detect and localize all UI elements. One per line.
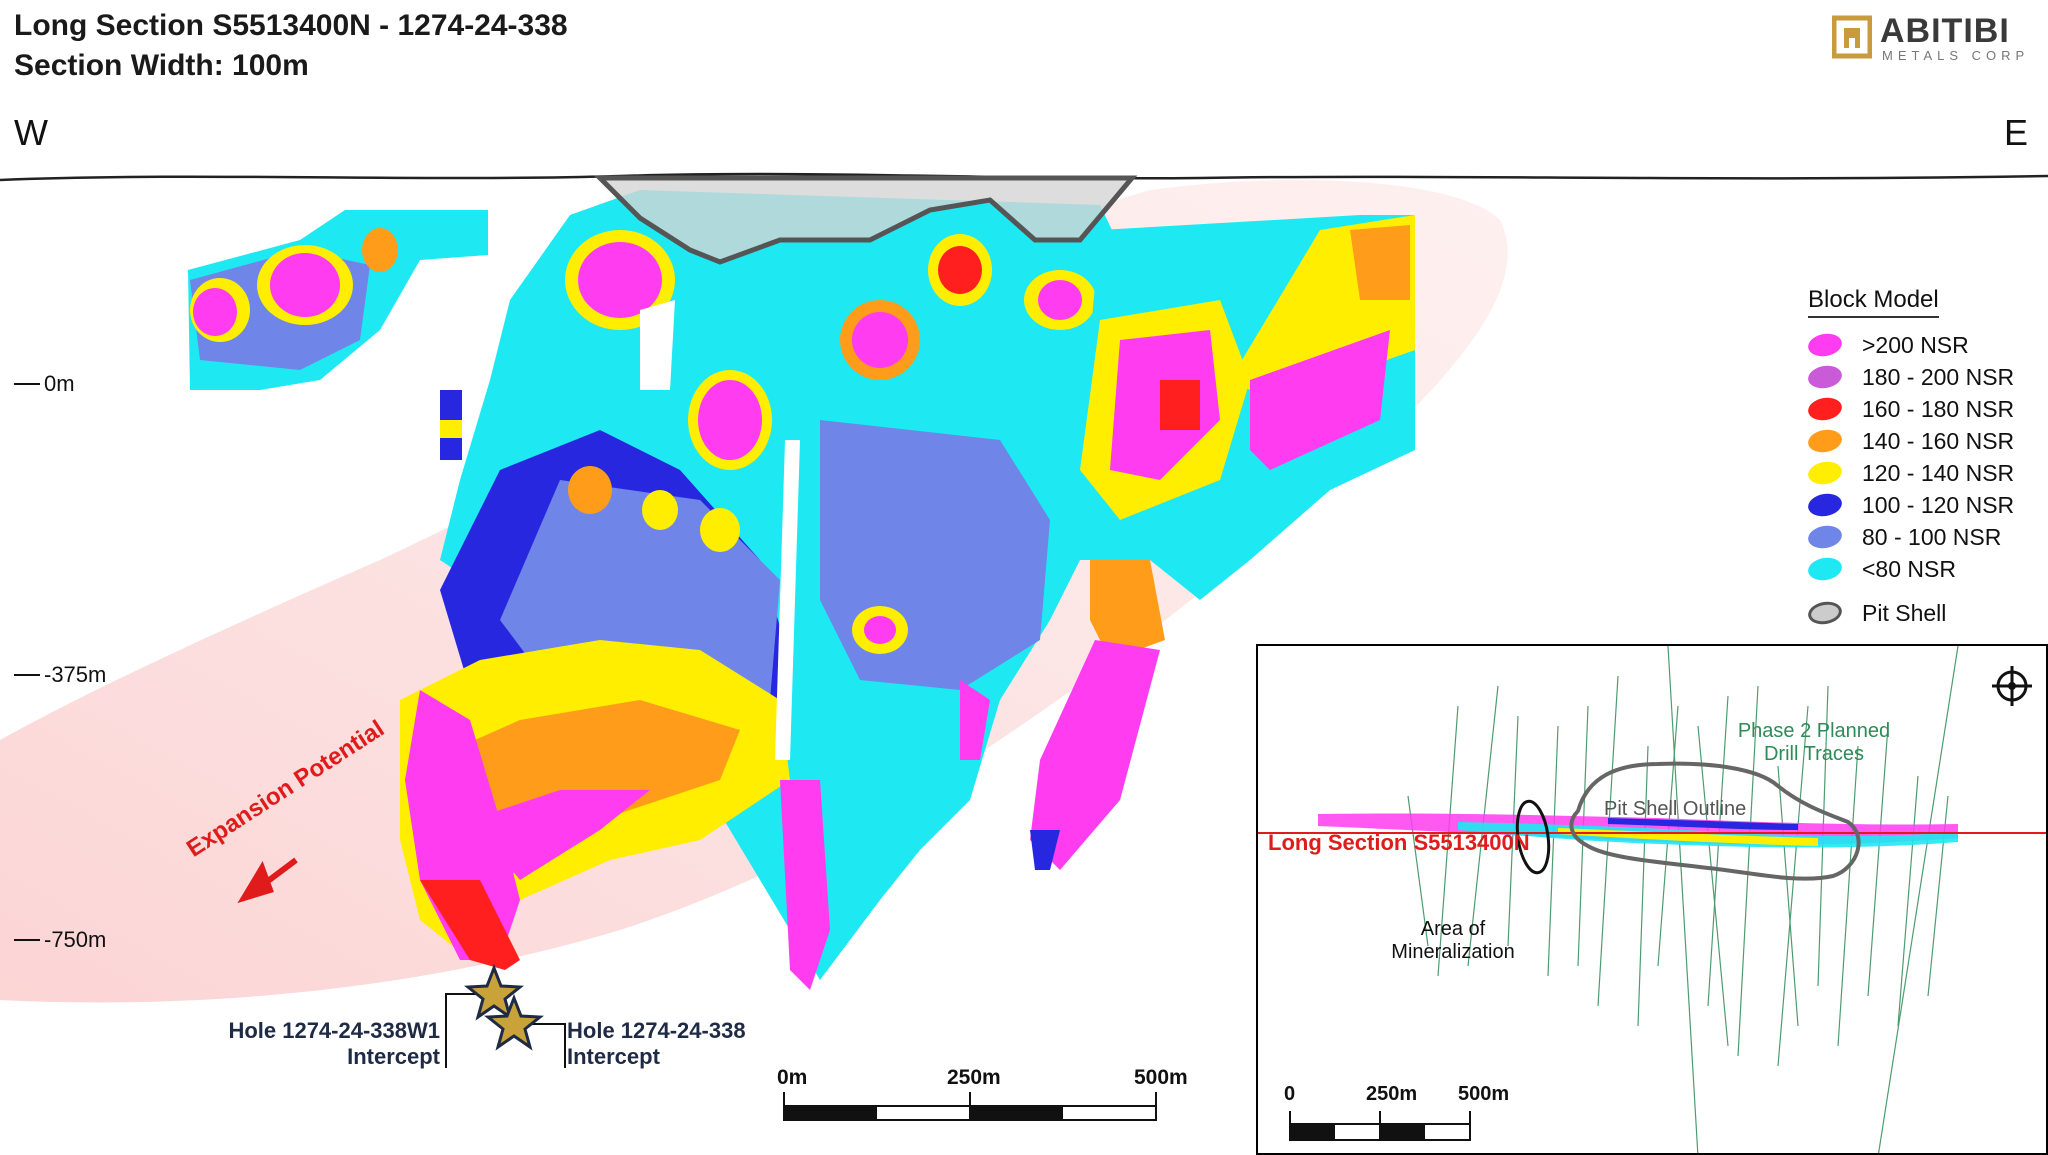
pit-shell	[593, 175, 1138, 265]
scale-bar-inset	[1289, 1111, 1471, 1141]
title-line-2: Section Width: 100m	[14, 49, 309, 82]
company-logo: ABITIBI METALS CORP	[1832, 12, 2042, 64]
title-line-1: Long Section S5513400N - 1274-24-338	[14, 9, 568, 42]
phase2-label: Phase 2 Planned Drill Traces	[1737, 720, 1891, 765]
block-model-east-body	[1030, 215, 1415, 870]
legend-swatch	[1806, 331, 1844, 359]
legend-item: 180 - 200 NSR	[1806, 362, 2014, 392]
legend-swatch	[1806, 459, 1844, 487]
west-label: W	[14, 112, 48, 153]
legend-swatch	[1806, 491, 1844, 519]
east-label: E	[2004, 112, 2029, 153]
legend-item: <80 NSR	[1806, 554, 1956, 584]
legend-item: Pit Shell	[1806, 598, 1946, 628]
area-of-mineralization-label: Area of Mineralization	[1391, 918, 1515, 963]
scale-label-500: 500m	[1134, 1066, 1188, 1089]
legend-swatch	[1806, 395, 1844, 423]
inset-scale-label-0: 0	[1284, 1083, 1296, 1105]
star-intercept-338-icon	[483, 993, 545, 1051]
legend-item: 100 - 120 NSR	[1806, 490, 2014, 520]
inset-section-label: Long Section S5513400N	[1268, 830, 1530, 855]
legend-item: 160 - 180 NSR	[1806, 394, 2014, 424]
scale-bar-main	[783, 1092, 1157, 1121]
legend-item: 120 - 140 NSR	[1806, 458, 2014, 488]
page-title: Long Section S5513400N - 1274-24-338 Sec…	[14, 6, 568, 86]
crosshair-compass-icon	[1992, 666, 2032, 706]
legend-swatch	[1806, 427, 1844, 455]
depth-label-375: -375m	[44, 662, 107, 687]
inset-plan-map: Phase 2 Planned Drill Traces Pit Shell O…	[1256, 644, 2048, 1155]
hole-338w1-label: Hole 1274-24-338W1 Intercept	[228, 1018, 440, 1069]
logo-wordmark: ABITIBI	[1880, 12, 2010, 50]
legend-title: Block Model	[1808, 286, 1939, 318]
inset-map-graphic	[1258, 646, 2046, 1153]
block-model-main-body	[400, 190, 1112, 990]
legend-item: 80 - 100 NSR	[1806, 522, 2001, 552]
block-model-west-outlier	[188, 210, 488, 460]
building-logo-icon	[1832, 15, 1872, 59]
area-of-mineralization-outline	[1515, 799, 1551, 875]
scale-label-250: 250m	[947, 1066, 1001, 1089]
star-intercept-338w1-icon	[463, 963, 525, 1021]
legend-swatch	[1806, 555, 1844, 583]
legend-swatch	[1806, 523, 1844, 551]
inset-scale-label-250: 250m	[1366, 1083, 1418, 1105]
hole-338-label: Hole 1274-24-338 Intercept	[567, 1018, 746, 1069]
scale-label-0: 0m	[777, 1066, 808, 1089]
pit-shell-outline-label: Pit Shell Outline	[1604, 798, 1747, 820]
legend-swatch	[1806, 363, 1844, 391]
pit-shell-outline	[1569, 761, 1861, 881]
depth-label-750: -750m	[44, 927, 107, 952]
logo-subtitle: METALS CORP	[1882, 48, 2030, 63]
expansion-arrow-icon	[237, 857, 298, 904]
legend-item: 140 - 160 NSR	[1806, 426, 2014, 456]
legend-swatch	[1806, 599, 1844, 627]
inset-scale-label-500: 500m	[1458, 1083, 1510, 1105]
legend-item: >200 NSR	[1806, 330, 1969, 360]
depth-label-0: 0m	[44, 371, 75, 396]
